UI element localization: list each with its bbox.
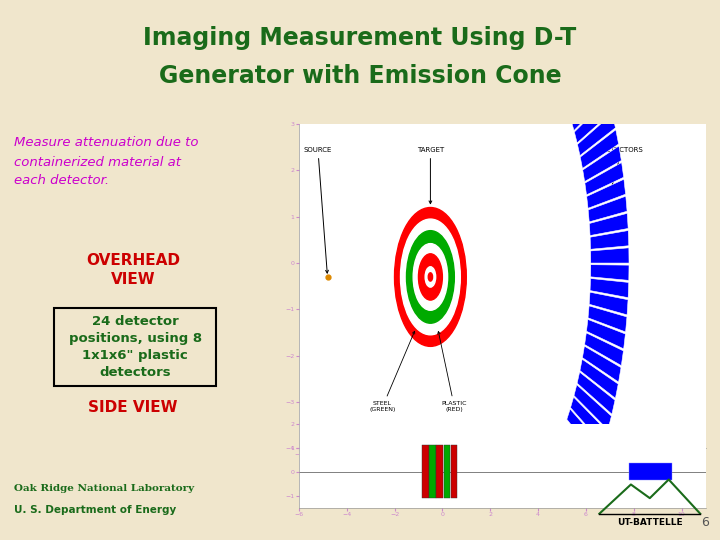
Polygon shape — [585, 333, 624, 366]
Circle shape — [418, 254, 442, 300]
Polygon shape — [587, 179, 626, 208]
Polygon shape — [574, 384, 611, 430]
Text: 24 detector
positions, using 8
1x1x6" plastic
detectors: 24 detector positions, using 8 1x1x6" pl… — [69, 315, 202, 379]
Polygon shape — [590, 279, 629, 298]
Bar — [444, 446, 450, 498]
Polygon shape — [582, 346, 621, 382]
Circle shape — [413, 244, 448, 310]
Text: TARGET: TARGET — [417, 147, 444, 204]
Polygon shape — [588, 306, 627, 332]
Polygon shape — [589, 292, 628, 315]
Circle shape — [407, 231, 454, 323]
Polygon shape — [570, 397, 608, 445]
Circle shape — [425, 267, 436, 287]
Bar — [451, 446, 457, 498]
Polygon shape — [582, 146, 621, 181]
Polygon shape — [590, 231, 629, 249]
Text: Imaging Measurement Using D-T: Imaging Measurement Using D-T — [143, 26, 577, 50]
Text: Measure attenuation due to
containerized material at
each detector.: Measure attenuation due to containerized… — [14, 137, 199, 187]
Bar — [429, 446, 436, 498]
Text: SOURCE: SOURCE — [304, 147, 332, 273]
Polygon shape — [577, 372, 615, 414]
Circle shape — [395, 207, 467, 346]
Polygon shape — [590, 248, 629, 263]
Polygon shape — [590, 213, 628, 235]
Circle shape — [400, 219, 460, 335]
Bar — [436, 446, 443, 498]
Polygon shape — [587, 320, 626, 349]
FancyBboxPatch shape — [54, 308, 216, 386]
Text: PLASTIC
(RED): PLASTIC (RED) — [438, 332, 467, 412]
Text: STEEL
(GREEN): STEEL (GREEN) — [369, 331, 415, 412]
Text: Generator with Emission Cone: Generator with Emission Cone — [158, 64, 562, 87]
Text: SIDE VIEW: SIDE VIEW — [89, 400, 178, 415]
Bar — [629, 463, 672, 480]
Polygon shape — [577, 114, 616, 156]
Polygon shape — [585, 163, 624, 195]
Text: U. S. Department of Energy: U. S. Department of Energy — [14, 505, 176, 515]
Bar — [422, 446, 428, 498]
Polygon shape — [575, 98, 612, 143]
Polygon shape — [590, 265, 629, 280]
Polygon shape — [588, 196, 627, 222]
Circle shape — [428, 273, 433, 281]
Text: DETECTORS: DETECTORS — [601, 147, 643, 190]
Polygon shape — [571, 83, 608, 131]
Text: 6: 6 — [701, 516, 709, 529]
Text: Oak Ridge National Laboratory: Oak Ridge National Laboratory — [14, 484, 194, 493]
Polygon shape — [580, 359, 618, 399]
Polygon shape — [567, 68, 603, 118]
Polygon shape — [580, 130, 618, 168]
Text: OVERHEAD
VIEW: OVERHEAD VIEW — [86, 253, 180, 287]
Text: UT-BATTELLE: UT-BATTELLE — [617, 518, 683, 528]
Polygon shape — [567, 409, 603, 460]
